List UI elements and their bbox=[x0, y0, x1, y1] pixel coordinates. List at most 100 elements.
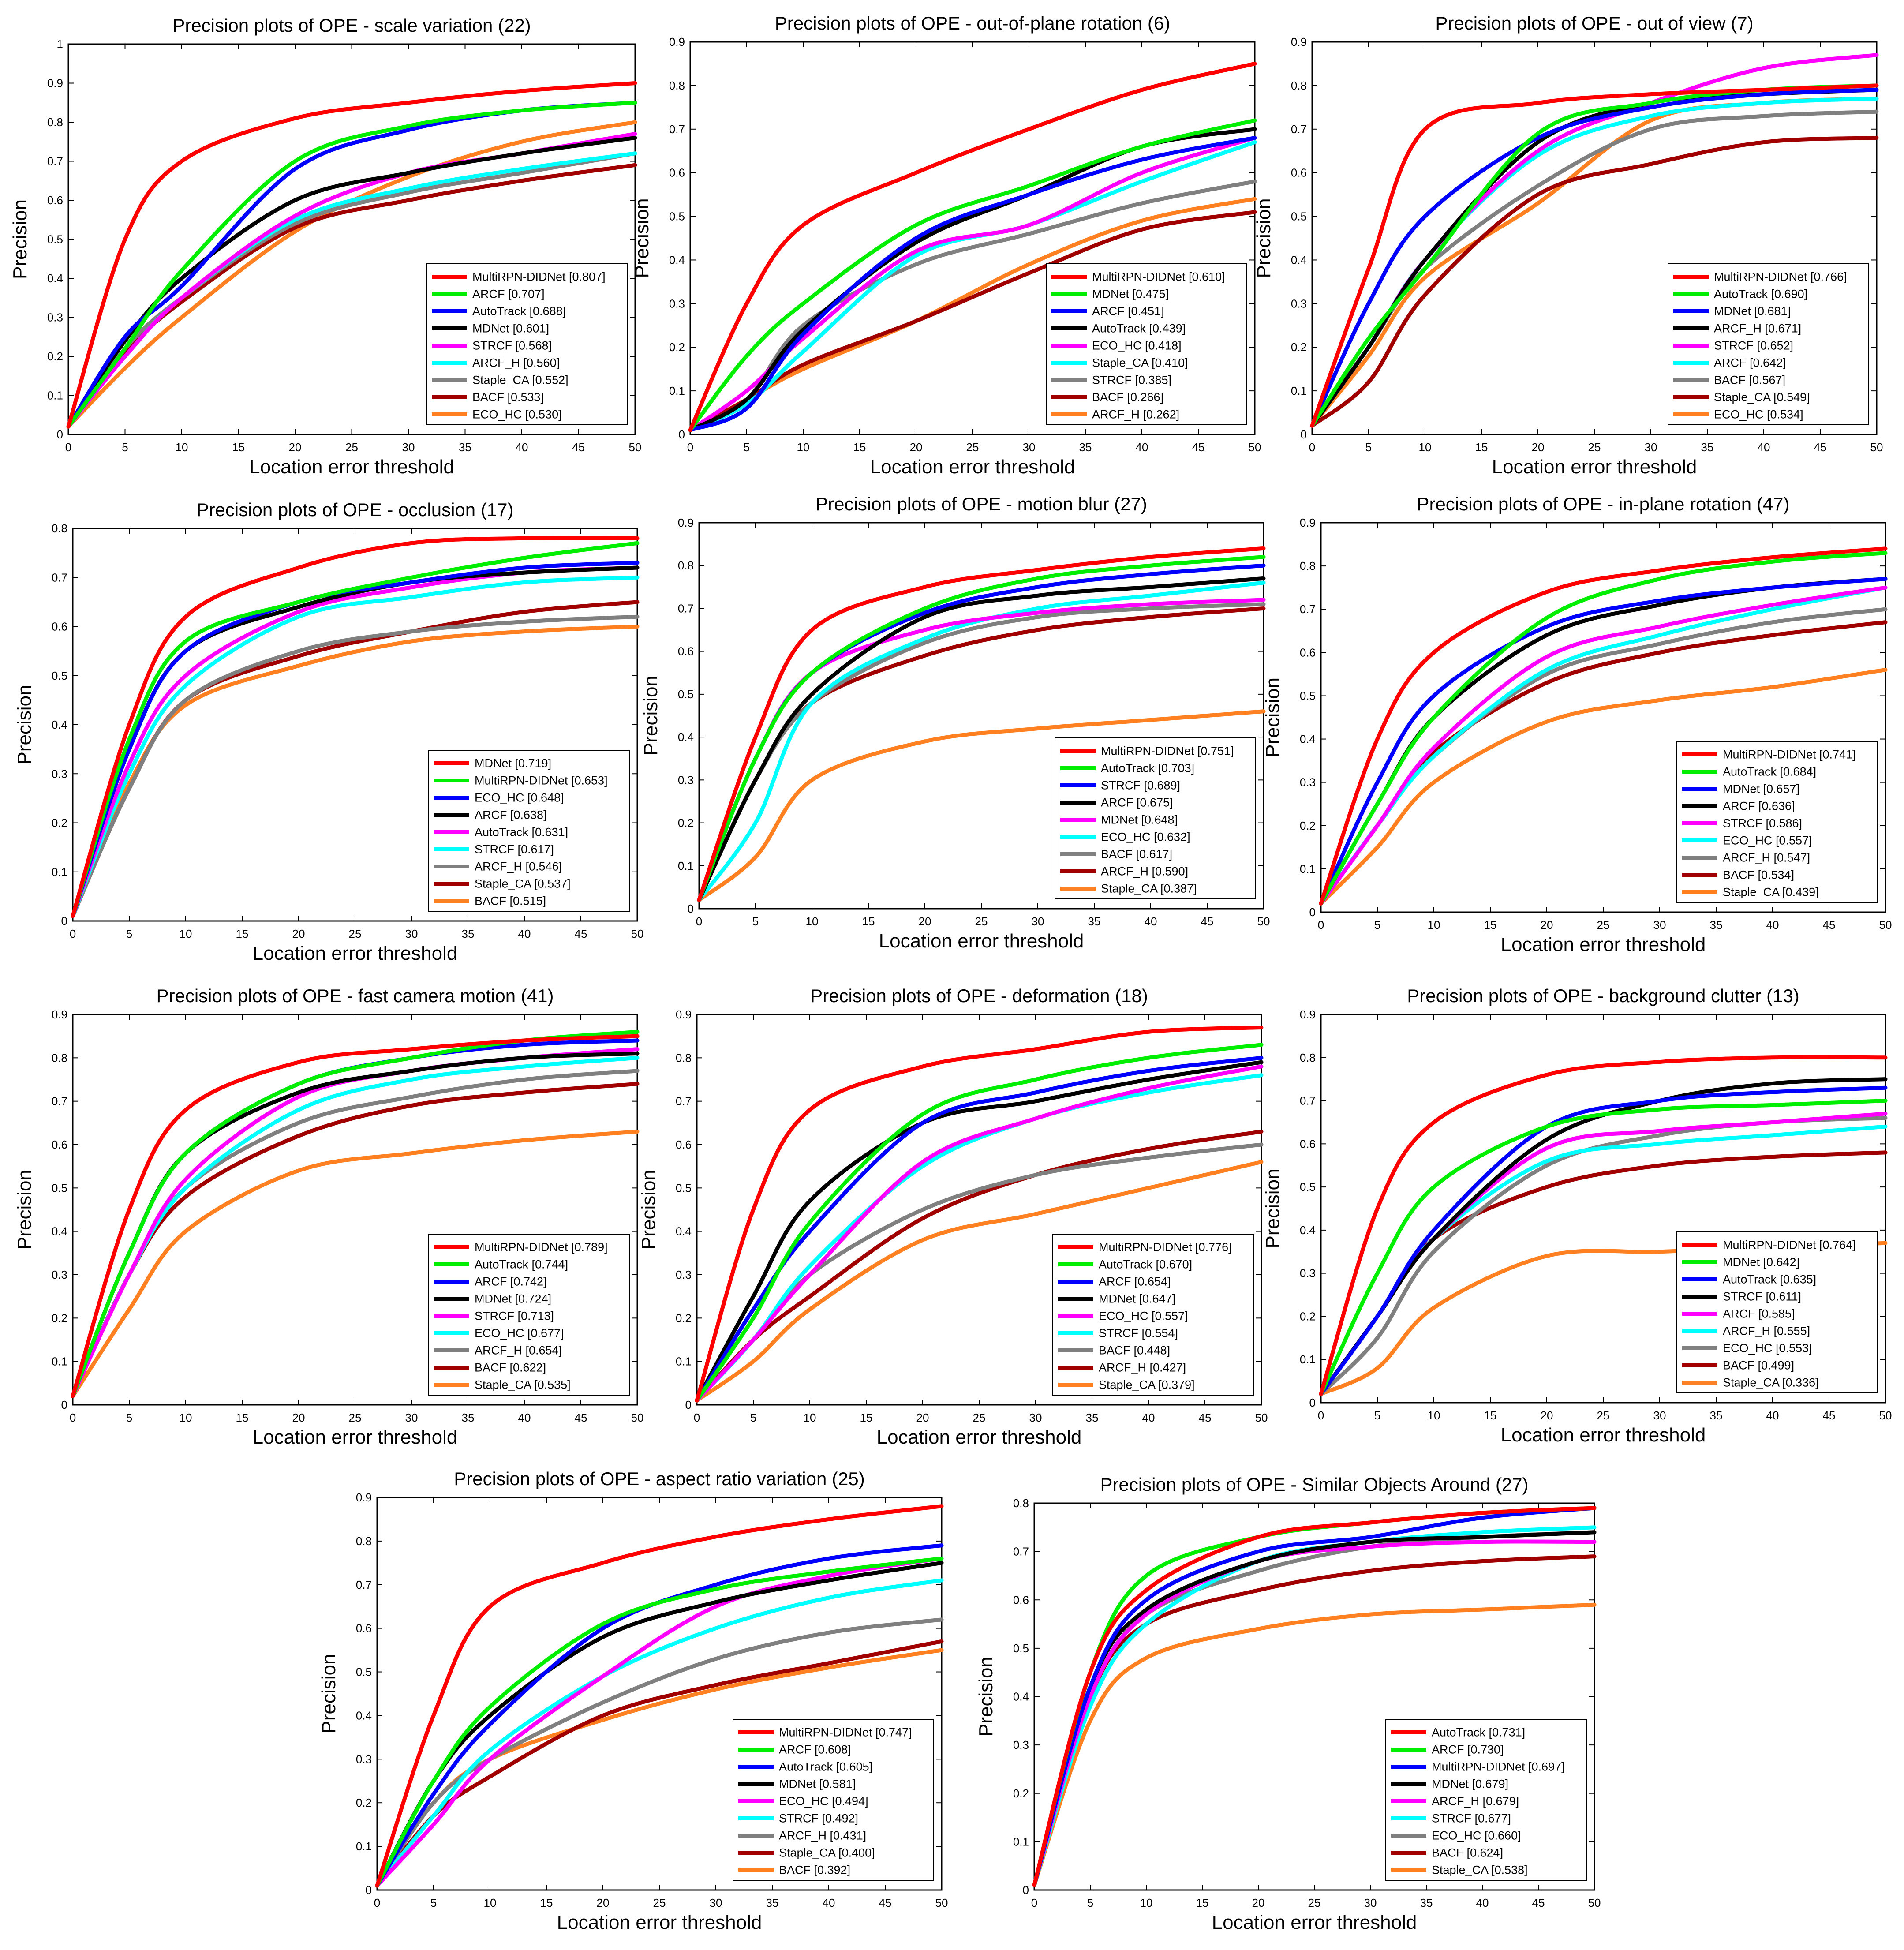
x-tick-label: 10 bbox=[797, 441, 810, 454]
x-tick-label: 35 bbox=[459, 441, 471, 454]
series-line-7 bbox=[375, 1617, 944, 1888]
x-tick-label: 45 bbox=[1814, 441, 1827, 454]
legend-entry: STRCF [0.586] bbox=[1723, 817, 1802, 830]
x-tick-label: 25 bbox=[966, 441, 979, 454]
y-tick-label: 0.8 bbox=[676, 1051, 692, 1064]
x-tick-label: 45 bbox=[575, 1411, 587, 1424]
legend-entry: ECO_HC [0.418] bbox=[1092, 339, 1182, 352]
legend-entry: ARCF_H [0.555] bbox=[1723, 1325, 1810, 1338]
y-tick-label: 1 bbox=[57, 37, 63, 51]
series-line-9 bbox=[697, 709, 1266, 902]
chart-panel-10: Precision plots of OPE - aspect ratio va… bbox=[318, 1468, 948, 1933]
y-tick-label: 0.3 bbox=[676, 1268, 692, 1281]
x-tick-label: 50 bbox=[1588, 1896, 1601, 1909]
y-tick-label: 0.8 bbox=[1300, 559, 1316, 573]
legend-entry: ECO_HC [0.553] bbox=[1723, 1342, 1812, 1355]
x-tick-label: 35 bbox=[1088, 915, 1101, 928]
y-tick-label: 0 bbox=[1309, 906, 1316, 919]
x-axis-label: Location error threshold bbox=[870, 456, 1075, 478]
legend-entry: ARCF_H [0.671] bbox=[1714, 322, 1801, 335]
y-axis-label: Precision bbox=[1262, 1169, 1283, 1249]
legend-entry: ECO_HC [0.632] bbox=[1101, 831, 1190, 844]
x-tick-label: 10 bbox=[1428, 918, 1440, 932]
y-tick-label: 0.3 bbox=[52, 1268, 67, 1281]
legend-entry: MDNet [0.642] bbox=[1723, 1256, 1799, 1269]
y-tick-label: 0.1 bbox=[47, 389, 63, 402]
x-tick-label: 45 bbox=[1532, 1896, 1545, 1909]
x-tick-label: 25 bbox=[653, 1896, 666, 1909]
series-line-2 bbox=[688, 118, 1257, 432]
legend-entry: ARCF_H [0.560] bbox=[472, 356, 560, 370]
x-tick-label: 35 bbox=[1710, 918, 1723, 932]
x-tick-label: 10 bbox=[1419, 441, 1432, 454]
y-tick-label: 0.6 bbox=[676, 1138, 692, 1151]
y-tick-label: 0.9 bbox=[356, 1491, 372, 1504]
x-tick-label: 5 bbox=[750, 1411, 756, 1424]
series-line-4 bbox=[66, 135, 637, 429]
y-axis-label: Precision bbox=[14, 1170, 35, 1250]
y-axis-label: Precision bbox=[631, 198, 653, 278]
series-line-2 bbox=[71, 541, 640, 918]
legend-entry: BACF [0.617] bbox=[1101, 848, 1172, 861]
y-tick-label: 0.8 bbox=[52, 522, 67, 535]
legend-entry: AutoTrack [0.744] bbox=[475, 1258, 568, 1271]
y-tick-label: 0.9 bbox=[678, 516, 694, 529]
legend-entry: Staple_CA [0.549] bbox=[1714, 391, 1810, 404]
chart-panel-8: Precision plots of OPE - deformation (18… bbox=[638, 985, 1268, 1448]
x-tick-label: 10 bbox=[484, 1896, 497, 1909]
y-tick-label: 0.6 bbox=[52, 1138, 67, 1151]
legend-entry: BACF [0.515] bbox=[475, 895, 546, 908]
y-tick-label: 0.1 bbox=[1291, 384, 1307, 397]
x-tick-label: 40 bbox=[1136, 441, 1148, 454]
series-line-1 bbox=[695, 1026, 1264, 1403]
legend-entry: BACF [0.448] bbox=[1099, 1344, 1170, 1357]
y-tick-label: 0.4 bbox=[1013, 1690, 1029, 1703]
x-tick-label: 25 bbox=[1588, 441, 1601, 454]
y-tick-label: 0.1 bbox=[356, 1840, 372, 1853]
x-tick-label: 40 bbox=[1766, 918, 1779, 932]
x-tick-label: 45 bbox=[575, 927, 587, 940]
x-tick-label: 20 bbox=[1252, 1896, 1265, 1909]
legend-entry: BACF [0.534] bbox=[1723, 868, 1794, 882]
y-tick-label: 0.5 bbox=[669, 210, 685, 223]
y-tick-label: 0.7 bbox=[676, 1095, 692, 1108]
x-tick-label: 35 bbox=[1079, 441, 1092, 454]
x-tick-label: 30 bbox=[1023, 441, 1036, 454]
series-line-1 bbox=[71, 1034, 640, 1398]
legend-entry: AutoTrack [0.635] bbox=[1723, 1273, 1816, 1286]
x-tick-label: 10 bbox=[180, 1411, 192, 1424]
legend-entry: STRCF [0.385] bbox=[1092, 374, 1171, 387]
x-tick-label: 45 bbox=[1192, 441, 1205, 454]
y-tick-label: 0.8 bbox=[678, 559, 694, 572]
y-tick-label: 0.2 bbox=[1013, 1787, 1029, 1800]
x-tick-label: 0 bbox=[65, 441, 71, 454]
x-tick-label: 40 bbox=[1145, 915, 1157, 928]
x-tick-label: 10 bbox=[1140, 1896, 1153, 1909]
x-tick-label: 10 bbox=[804, 1411, 816, 1424]
chart-title: Precision plots of OPE - aspect ratio va… bbox=[454, 1468, 864, 1489]
series-line-2 bbox=[66, 101, 637, 429]
legend-entry: ARCF_H [0.654] bbox=[475, 1344, 562, 1357]
x-axis-label: Location error threshold bbox=[1492, 456, 1697, 478]
x-tick-label: 20 bbox=[292, 927, 305, 940]
series-line-5 bbox=[1319, 585, 1888, 906]
x-tick-label: 40 bbox=[518, 927, 531, 940]
y-tick-label: 0.2 bbox=[1300, 819, 1316, 832]
legend-entry: Staple_CA [0.552] bbox=[472, 374, 569, 387]
y-tick-label: 0.9 bbox=[669, 35, 685, 49]
y-tick-label: 0 bbox=[688, 902, 694, 915]
legend-entry: STRCF [0.554] bbox=[1099, 1327, 1178, 1340]
y-tick-label: 0.5 bbox=[1013, 1642, 1029, 1655]
chart-title: Precision plots of OPE - occlusion (17) bbox=[197, 499, 514, 520]
legend-entry: MDNet [0.679] bbox=[1432, 1778, 1508, 1791]
y-tick-label: 0.3 bbox=[356, 1752, 372, 1766]
series-line-3 bbox=[1319, 577, 1888, 906]
y-tick-label: 0.3 bbox=[47, 311, 63, 324]
y-tick-label: 0 bbox=[1301, 428, 1307, 441]
legend-entry: ARCF [0.675] bbox=[1101, 796, 1173, 809]
y-tick-label: 0.1 bbox=[676, 1355, 692, 1368]
y-tick-label: 0.8 bbox=[1300, 1051, 1316, 1064]
x-tick-label: 45 bbox=[572, 441, 585, 454]
series-line-3 bbox=[1032, 1506, 1597, 1887]
